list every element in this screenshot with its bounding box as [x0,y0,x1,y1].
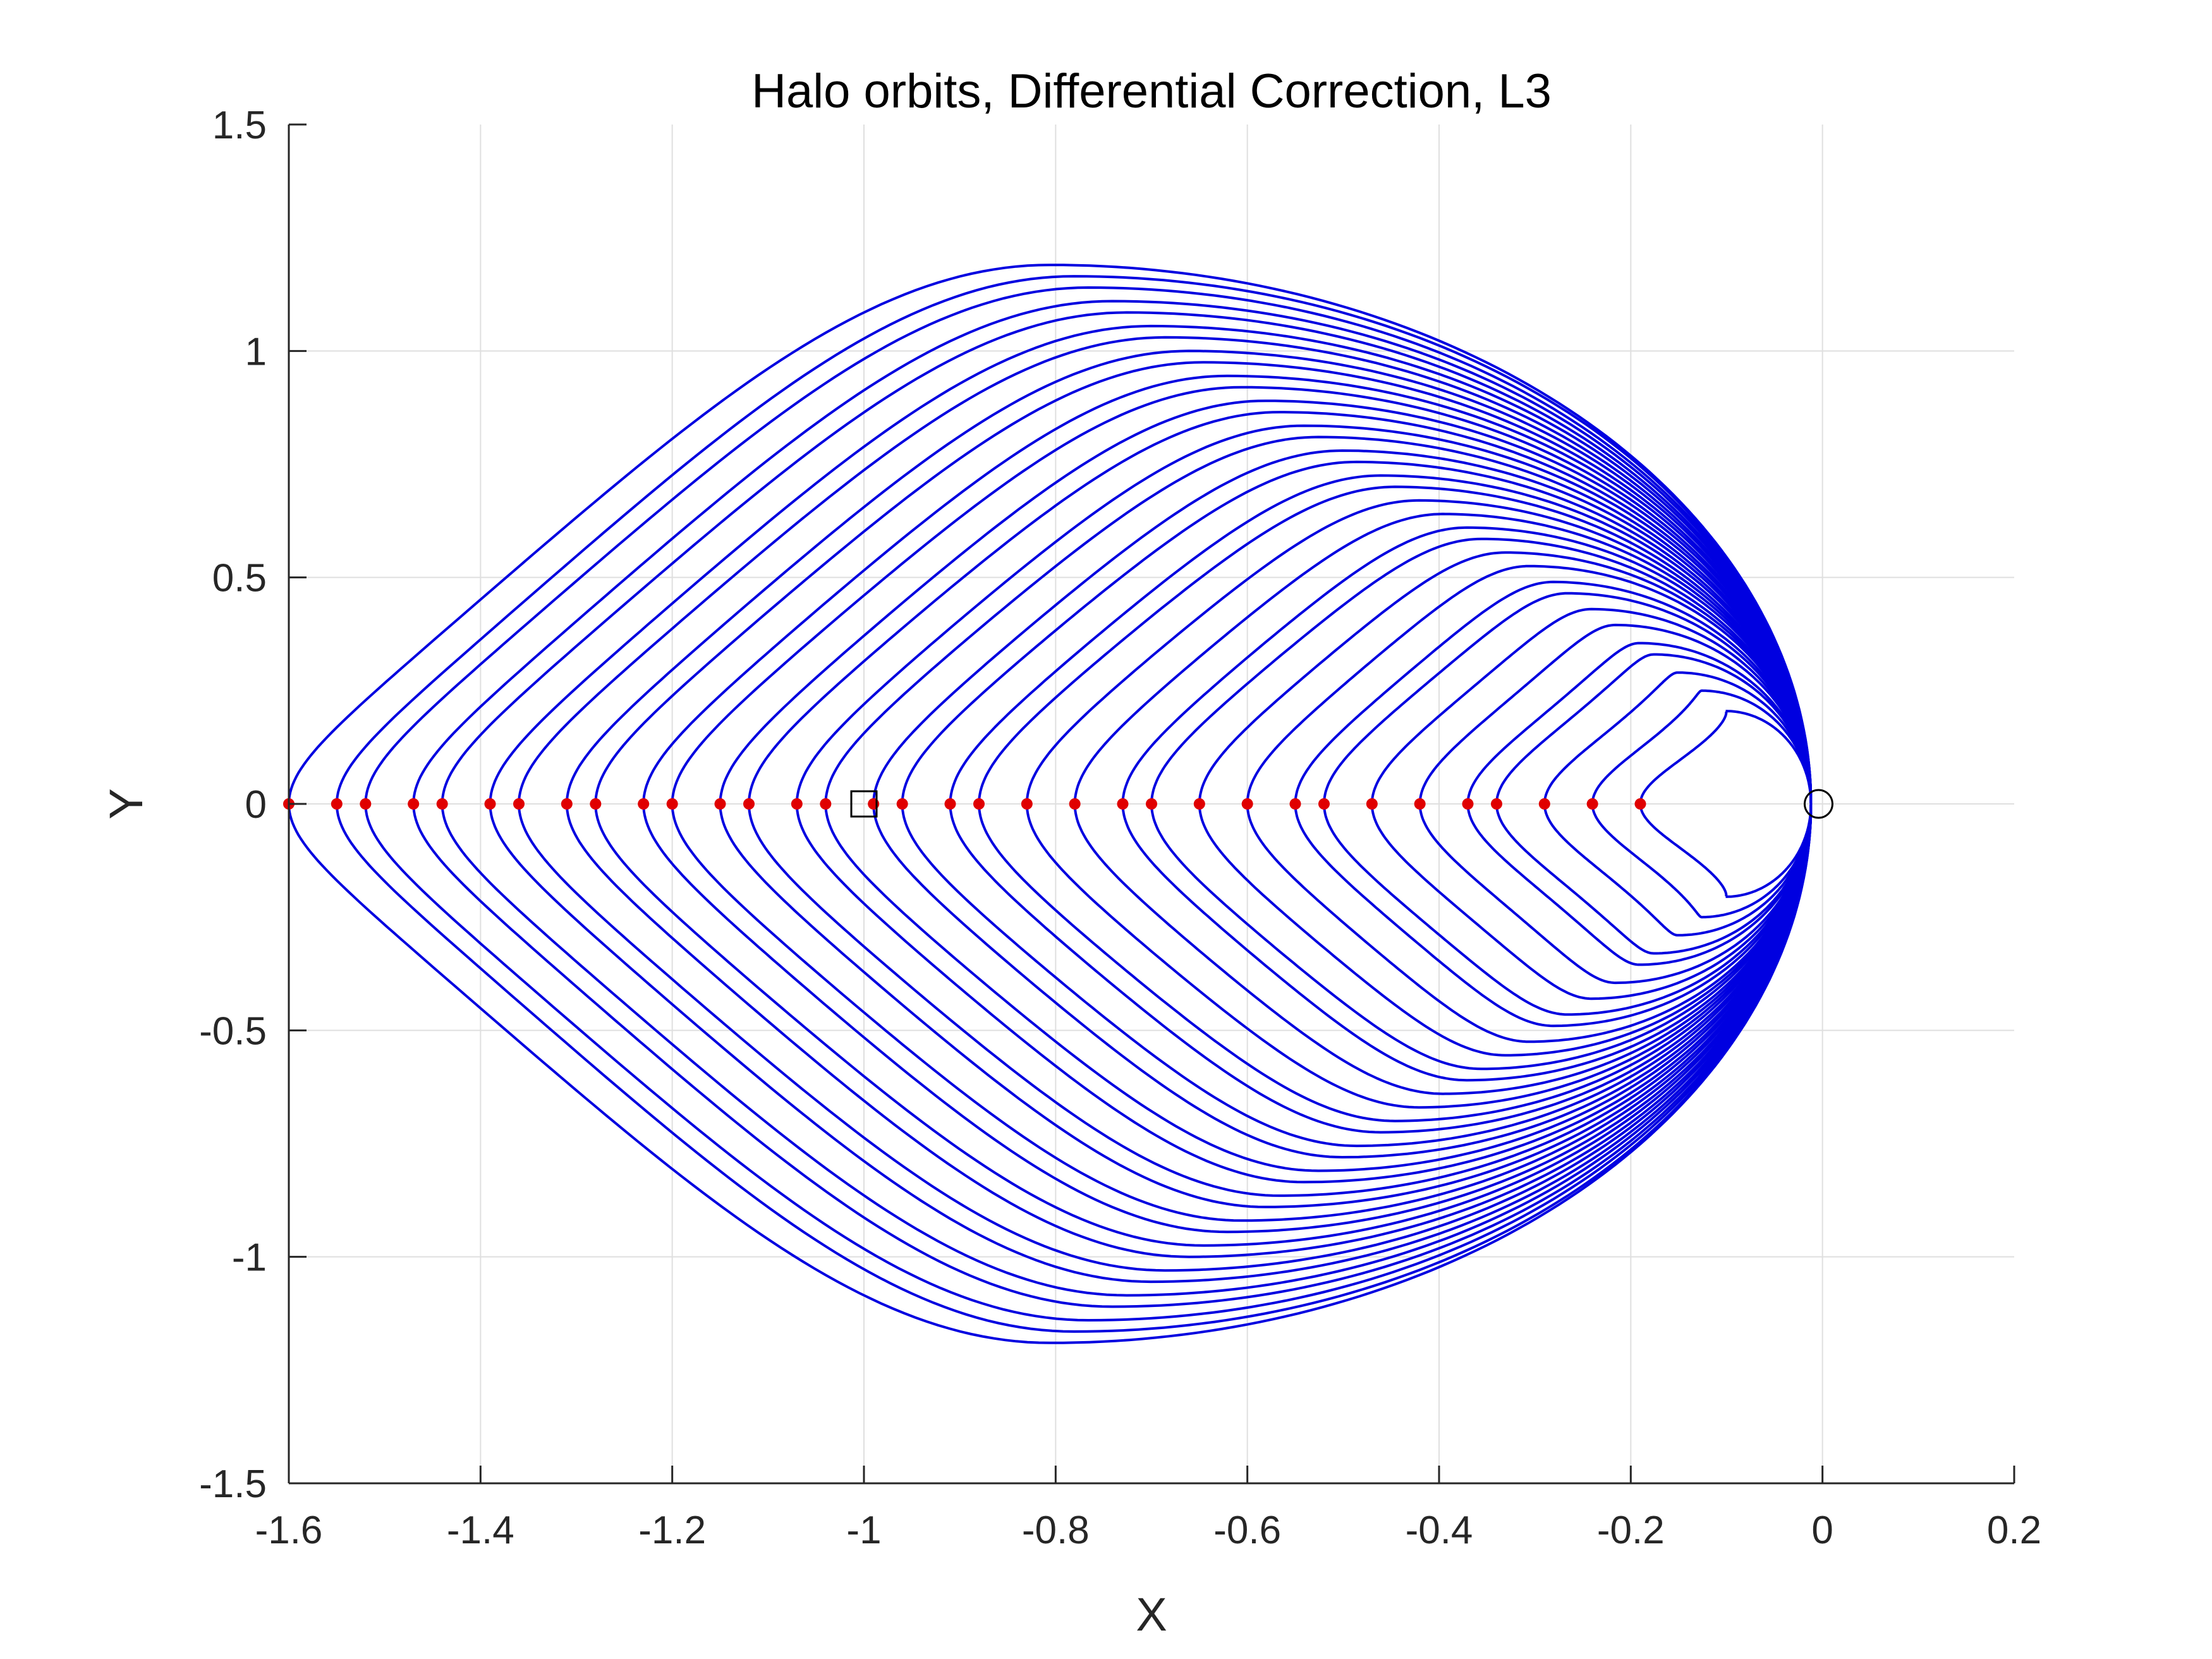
plot-area: -1.6 -1.4 -1.2 -1 -0.8 -0.6 -0.4 -0.2 0 0.2 -1.5 -1… [199,104,2041,1552]
y-tick-label: -1.5 [199,1462,267,1506]
y-axis-label: Y [100,788,152,819]
initial-point [666,798,678,810]
x-tick-label: -0.2 [1597,1509,1665,1552]
initial-point [820,798,832,810]
initial-point [1538,798,1550,810]
initial-point [590,798,602,810]
y-tick-label: -0.5 [199,1009,267,1053]
initial-point [331,798,343,810]
initial-point [484,798,496,810]
initial-point [1193,798,1205,810]
initial-point [1146,798,1157,810]
x-tick-label: -0.4 [1406,1509,1473,1552]
x-tick-label: -0.6 [1213,1509,1281,1552]
initial-point [1021,798,1033,810]
data-layer [283,264,1833,1344]
y-tick-label: -1 [232,1236,267,1280]
x-tick-label: 0 [1811,1509,1833,1552]
initial-point [638,798,650,810]
initial-point [408,798,420,810]
orbit-34 [1639,710,1813,898]
x-tick-label: -1 [846,1509,881,1552]
y-tick-label: 0.5 [212,557,267,600]
initial-point [436,798,448,810]
initial-point [1241,798,1253,810]
axes [288,123,2015,1485]
initial-point [1117,798,1129,810]
initial-point [1491,798,1502,810]
initial-point [1366,798,1378,810]
tick-labels: -1.6 -1.4 -1.2 -1 -0.8 -0.6 -0.4 -0.2 0 0.2 -1.5 -1… [199,104,2041,1552]
chart-title: Halo orbits, Differential Correction, L3 [751,64,1552,118]
y-tick-label: 1.5 [212,104,267,147]
initial-point [1318,798,1330,810]
x-tick-label: -0.8 [1022,1509,1090,1552]
initial-point [1069,798,1081,810]
x-tick-label: -1.4 [447,1509,514,1552]
x-axis-label: X [1136,1588,1167,1641]
initial-point [743,798,755,810]
initial-point [791,798,803,810]
initial-point [896,798,908,810]
y-tick-label: 0 [245,783,267,827]
initial-point [513,798,525,810]
initial-point [944,798,956,810]
initial-point [1414,798,1426,810]
initial-point [1462,798,1474,810]
initial-point [1634,798,1646,810]
circle-marker [1803,789,1833,819]
x-tick-label: -1.2 [638,1509,706,1552]
initial-point [360,798,372,810]
x-tick-label: -1.6 [255,1509,323,1552]
square-marker [850,790,878,818]
initial-point [973,798,985,810]
initial-point [714,798,726,810]
initial-point [1586,798,1598,810]
y-tick-label: 1 [245,330,267,374]
x-tick-label: 0.2 [1987,1509,2041,1552]
initial-point [561,798,573,810]
initial-point [1289,798,1301,810]
